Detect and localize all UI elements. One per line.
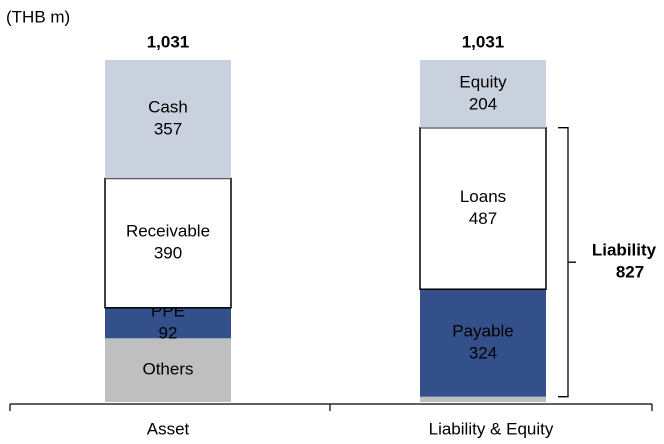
bar-segment bbox=[104, 177, 232, 309]
segment-value: 390 bbox=[154, 244, 182, 263]
annotation-label: Liability bbox=[592, 241, 657, 260]
bar-segment bbox=[105, 307, 231, 339]
unit-label: (THB m) bbox=[6, 7, 70, 26]
annotation-bracket bbox=[558, 127, 576, 398]
segment-value: 324 bbox=[469, 343, 497, 362]
segment-value: 357 bbox=[154, 120, 182, 139]
bar-segment bbox=[105, 60, 231, 179]
bar-segment bbox=[105, 338, 231, 402]
segment-value: 204 bbox=[469, 94, 497, 113]
bar-segment bbox=[420, 289, 546, 397]
segment-label: Loans bbox=[460, 187, 506, 206]
total-label: 1,031 bbox=[147, 32, 190, 51]
x-tick-label: Asset bbox=[147, 419, 190, 438]
total-label: 1,031 bbox=[462, 32, 505, 51]
segment-value: 487 bbox=[469, 209, 497, 228]
segment-value: 92 bbox=[159, 324, 178, 343]
segment-label: Receivable bbox=[126, 222, 210, 241]
segment-label: Equity bbox=[459, 72, 507, 91]
segment-label: Others bbox=[142, 360, 193, 379]
annotation-value: 827 bbox=[616, 263, 644, 282]
bar-segment bbox=[420, 396, 546, 402]
segment-label: Payable bbox=[452, 321, 513, 340]
x-tick-label: Liability & Equity bbox=[429, 419, 554, 438]
bar-segment bbox=[419, 126, 547, 290]
segment-label: Cash bbox=[148, 98, 188, 117]
bar-segment bbox=[420, 60, 546, 128]
